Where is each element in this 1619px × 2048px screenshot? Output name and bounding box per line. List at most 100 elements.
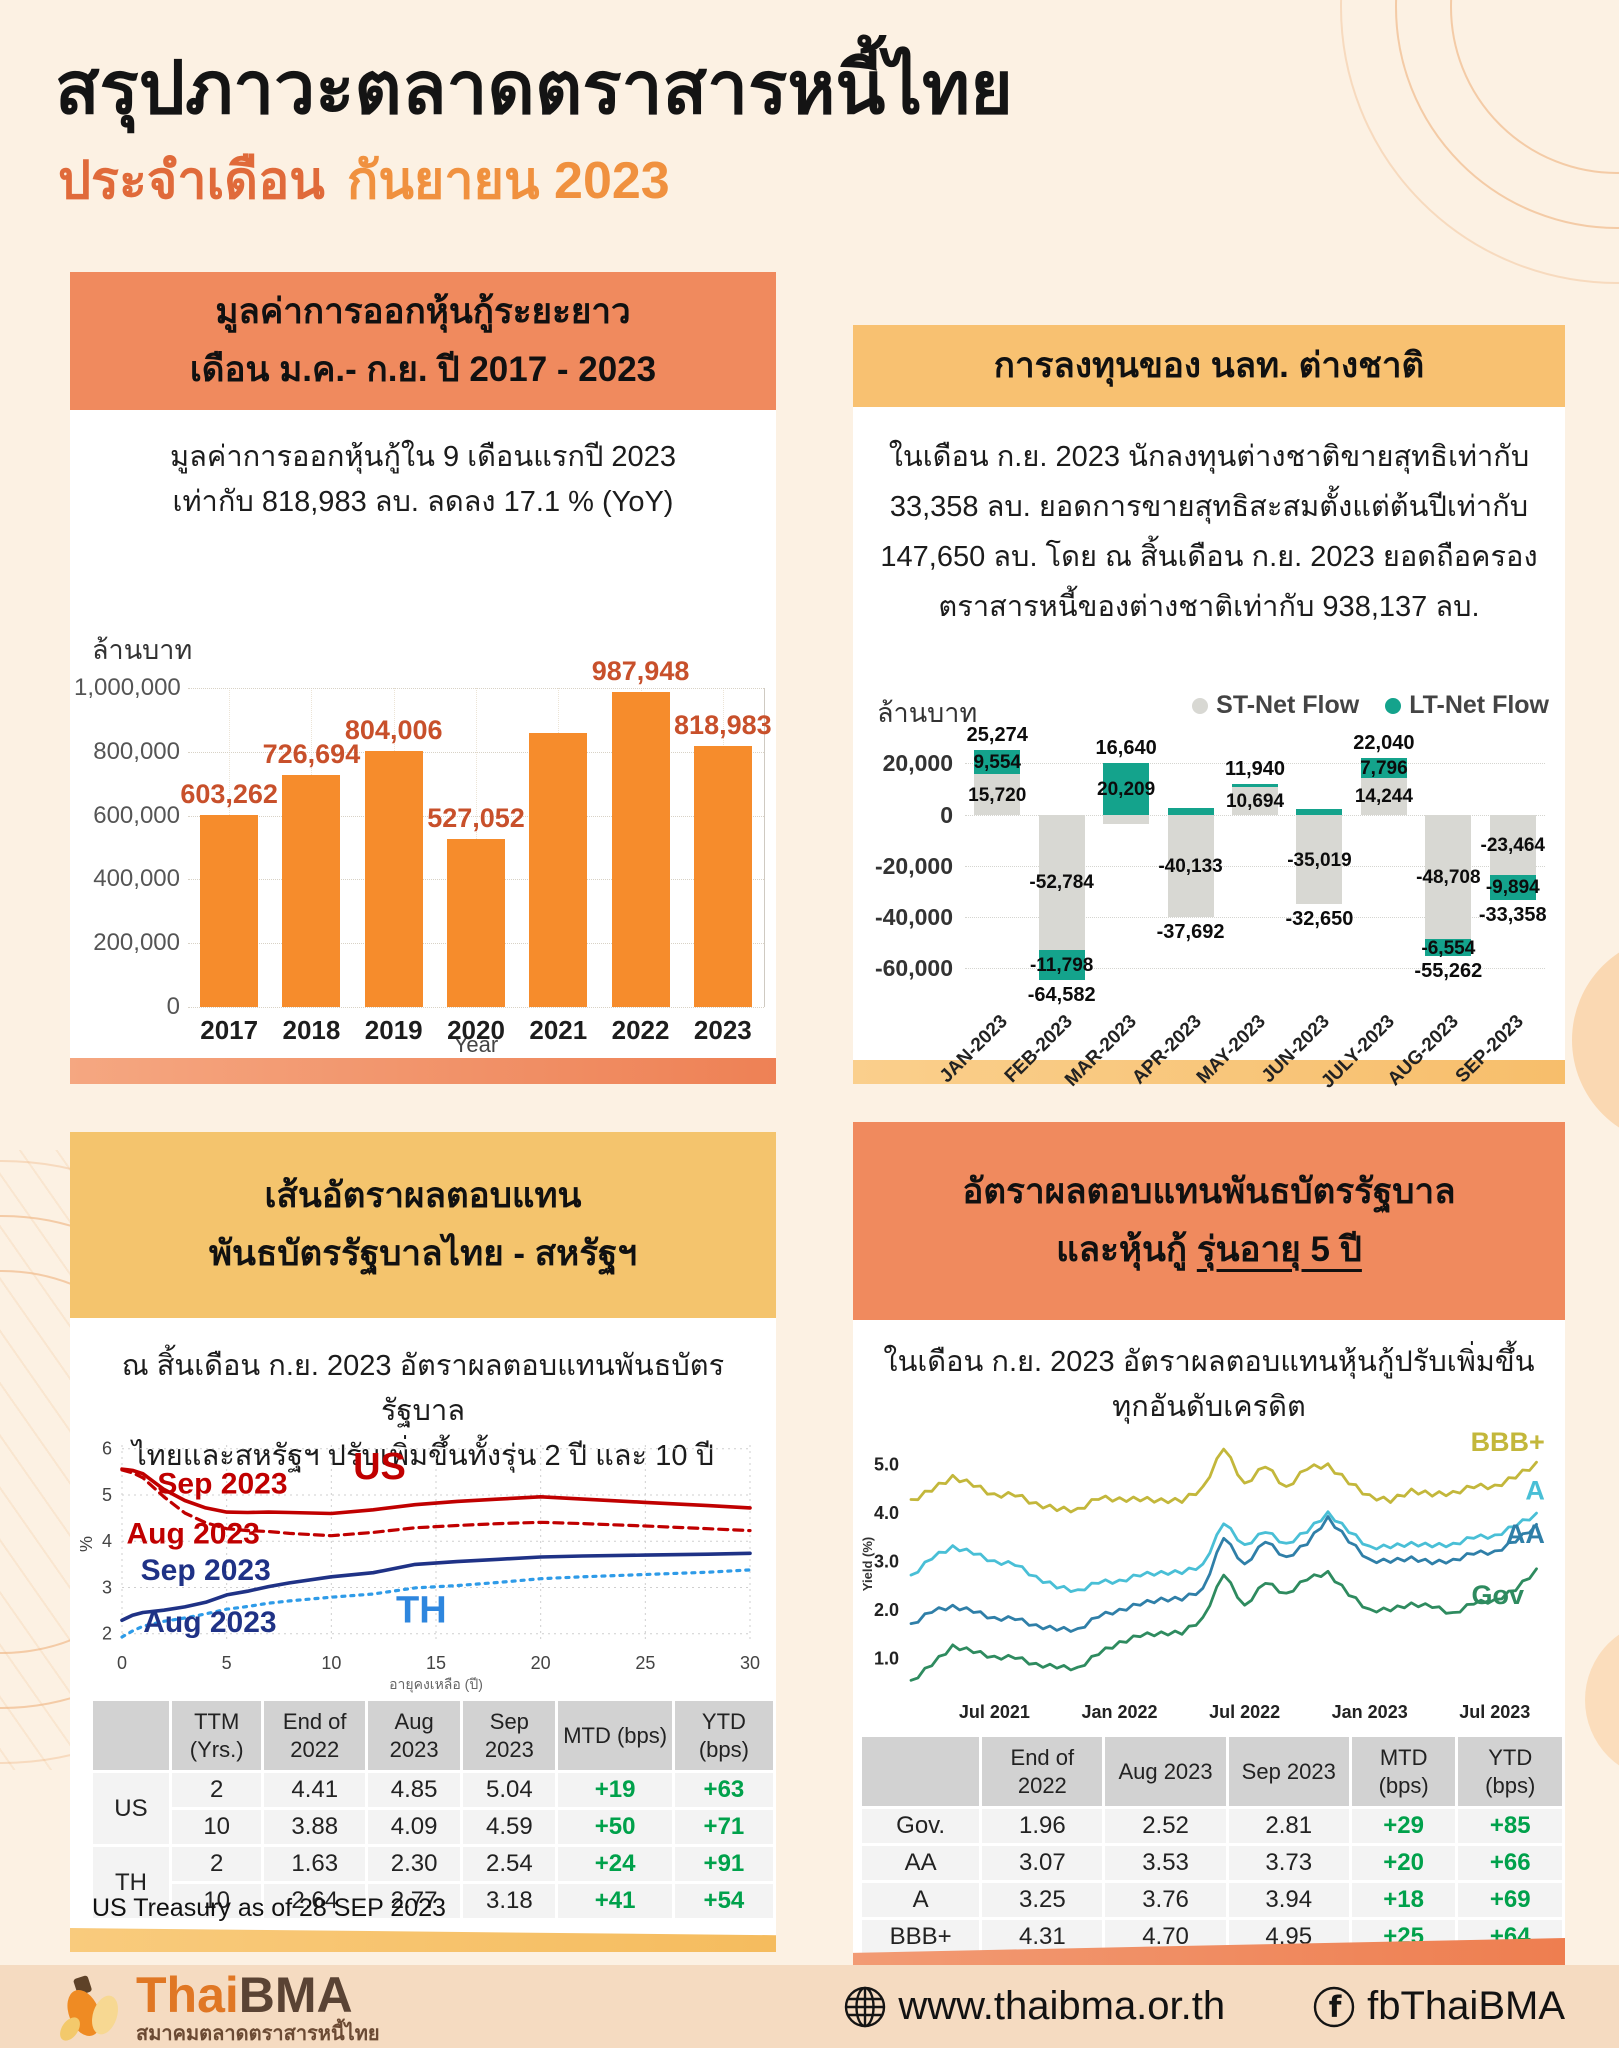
table-cell: 3.73	[1228, 1846, 1349, 1880]
svg-text:Aug 2023: Aug 2023	[143, 1606, 276, 1639]
flows-total-label: 25,274	[966, 723, 1028, 746]
table-cell: +29	[1351, 1809, 1456, 1843]
svg-text:15: 15	[426, 1653, 446, 1673]
flows-ytick: -20,000	[874, 852, 953, 879]
issuance-bar-2018	[282, 775, 341, 1007]
table-cell: 10	[171, 1810, 262, 1844]
issuance-ytick: 800,000	[93, 737, 180, 765]
panel-yield-strip	[70, 1928, 776, 1952]
svg-text:%: %	[80, 1536, 96, 1552]
table-cell: +91	[674, 1847, 773, 1881]
svg-text:Jan 2022: Jan 2022	[1081, 1702, 1157, 1722]
corp-table: End of 2022 Aug 2023 Sep 2023 MTD (bps) YTD …	[859, 1734, 1565, 1957]
table-header-cell	[93, 1701, 169, 1770]
svg-text:2: 2	[102, 1624, 112, 1644]
table-cell: +71	[674, 1810, 773, 1844]
panel-corp-yield: อัตราผลตอบแทนพันธบัตรรัฐบาล และหุ้นกู้ ร…	[853, 1122, 1565, 1965]
flows-total-label: 11,940	[1224, 758, 1286, 781]
panel-issuance-desc: มูลค่าการออกหุ้นกู้ใน 9 เดือนแรกปี 2023 เ…	[170, 441, 676, 518]
flows-segment-label: -6,554	[1421, 937, 1476, 959]
flows-segment-label: 7,796	[1360, 758, 1408, 780]
flows-segment-label: -48,708	[1416, 867, 1481, 889]
table-cell: 1.96	[982, 1809, 1103, 1843]
svg-text:Sep 2023: Sep 2023	[157, 1468, 287, 1501]
corp-yield-svg: 1.0 2.0 3.0 4.0 5.0 Jul 2021 Jan 2022 Jul 2022 J…	[860, 1430, 1545, 1722]
panel-corp-header: อัตราผลตอบแทนพันธบัตรรัฐบาล และหุ้นกู้ ร…	[853, 1122, 1565, 1320]
table-cell: 3.18	[463, 1884, 556, 1918]
svg-text:3.0: 3.0	[874, 1552, 899, 1572]
table-cell: +63	[674, 1773, 773, 1807]
issuance-year-label: 2022	[611, 1015, 670, 1045]
flows-segment-label: 9,554	[973, 752, 1021, 774]
svg-text:5: 5	[102, 1485, 112, 1505]
flows-segment-label: 20,209	[1097, 778, 1156, 800]
yield-table-table: TTM (Yrs.) End of 2022 Aug 2023 Sep 2023 MTD…	[90, 1698, 776, 1921]
flows-segment	[1425, 939, 1472, 957]
table-cell: 4.85	[368, 1773, 461, 1807]
svg-text:25: 25	[635, 1653, 655, 1673]
svg-text:5: 5	[222, 1653, 232, 1673]
svg-text:4: 4	[102, 1531, 112, 1551]
flows-total-label: -33,358	[1478, 904, 1547, 927]
svg-text:6: 6	[102, 1439, 112, 1459]
svg-text:Jan 2023: Jan 2023	[1332, 1702, 1408, 1722]
svg-text:Gov: Gov	[1471, 1580, 1524, 1610]
panel-flows-header: การลงทุนของ นลท. ต่างชาติ	[853, 325, 1565, 407]
table-row: 10 3.88 4.09 4.59 +50 +71	[93, 1810, 773, 1844]
panel-flows-strip	[853, 1060, 1565, 1084]
svg-text:5.0: 5.0	[874, 1455, 899, 1475]
table-cell: +54	[674, 1884, 773, 1918]
issuance-year-label: 2019	[364, 1015, 423, 1045]
table-cell: +20	[1351, 1846, 1456, 1880]
flows-chart: 15,720 9,554 25,274 JAN-2023 -52,784 -11,798-…	[853, 724, 1565, 1093]
issuance-year-label: 2017	[200, 1015, 259, 1045]
st-dot-icon	[1192, 698, 1209, 714]
table-cell: BBB+	[862, 1920, 980, 1954]
table-cell: +24	[558, 1847, 672, 1881]
panel-yield-curve: เส้นอัตราผลตอบแทน พันธบัตรรัฐบาลไทย - สหร…	[70, 1132, 776, 1952]
svg-text:TH: TH	[396, 1590, 447, 1632]
issuance-year-label: 2020	[447, 1015, 505, 1045]
issuance-bar-label: 818,983	[674, 709, 772, 740]
issuance-bar-label: 987,948	[591, 655, 690, 686]
globe-icon	[845, 1986, 886, 2027]
table-header-cell: Aug 2023	[368, 1701, 461, 1770]
flows-segment	[1038, 814, 1085, 950]
svg-text:AA: AA	[1506, 1519, 1545, 1549]
flows-segment	[1103, 762, 1150, 815]
issuance-plot: 603,262 2017 726,694 2018 804,006 2019 527,052…	[180, 656, 771, 1045]
website-url: www.thaibma.or.th	[898, 1984, 1226, 2028]
facebook-link[interactable]: f fbThaiBMA	[1311, 1984, 1565, 2030]
issuance-year-label: 2021	[529, 1015, 588, 1045]
table-cell: 2.30	[368, 1847, 461, 1881]
table-header-cell: Aug 2023	[1105, 1737, 1226, 1806]
table-cell: 3.07	[982, 1846, 1103, 1880]
website-link[interactable]: www.thaibma.or.th	[842, 1984, 1225, 2030]
flows-axis-unit: ล้านบาท	[877, 698, 978, 728]
flows-total-label: -64,582	[1027, 984, 1096, 1006]
issuance-chart: Year 603,262 2017 726,694 2018 804,006 2019 52…	[70, 656, 776, 1058]
flows-segment-label: -11,798	[1029, 954, 1094, 976]
yield-table: TTM (Yrs.) End of 2022 Aug 2023 Sep 2023 MTD…	[90, 1698, 776, 1921]
flows-segment	[1296, 814, 1343, 905]
issuance-bar-2017	[200, 814, 259, 1007]
flows-total-label: 16,640	[1095, 736, 1157, 759]
logo-subtitle: สมาคมตลาดตราสารหนี้ไทย	[136, 2022, 380, 2045]
flows-segment	[1232, 784, 1278, 788]
issuance-bar-2021	[529, 732, 588, 1007]
flows-segment-label: -9,894	[1485, 877, 1540, 899]
flows-segment	[1103, 814, 1150, 824]
issuance-ytick: 1,000,000	[74, 674, 181, 701]
subtitle-prefix: ประจำเดือน	[58, 152, 325, 210]
svg-text:f: f	[1329, 1990, 1342, 2024]
legend-lt: LT-Net Flow	[1385, 691, 1549, 720]
panel-issuance-strip	[70, 1058, 776, 1084]
page-subtitle: ประจำเดือน กันยายน 2023	[58, 138, 670, 221]
table-cell: +69	[1458, 1883, 1562, 1917]
table-row: TH 2 1.63 2.30 2.54 +24 +91	[93, 1847, 773, 1918]
svg-text:อายุคงเหลือ (ปี): อายุคงเหลือ (ปี)	[389, 1676, 483, 1693]
issuance-bar-label: 726,694	[262, 739, 361, 770]
panel-flows-desc: ในเดือน ก.ย. 2023 นักลงทุนต่างชาติขายสุท…	[880, 441, 1538, 623]
table-row: AA 3.07 3.53 3.73 +20 +66	[862, 1846, 1562, 1880]
issuance-bar-2023	[693, 745, 752, 1007]
